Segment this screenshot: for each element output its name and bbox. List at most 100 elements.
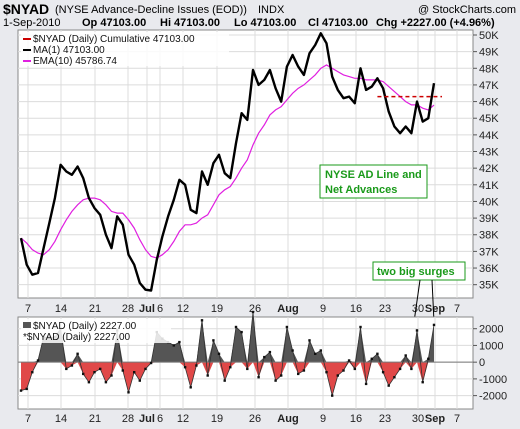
- net-advances-point: [274, 379, 277, 382]
- upper-x-tick-label: 14: [55, 303, 67, 315]
- net-advances-point: [376, 352, 379, 355]
- net-advances-negative-area: [21, 362, 434, 396]
- lower-x-tick-label: 21: [89, 413, 101, 425]
- upper-y-tick-label: 37K: [479, 246, 499, 258]
- upper-x-tick-label: Sep: [425, 303, 445, 315]
- net-advances-point: [127, 391, 130, 394]
- lower-x-tick-label: 7: [25, 413, 31, 425]
- net-advances-point: [138, 379, 141, 382]
- net-advances-point: [133, 371, 136, 374]
- annotation-arrow-1: [413, 279, 421, 323]
- header-high: Hi 47103.00: [160, 17, 220, 29]
- net-advances-point: [93, 371, 96, 374]
- net-advances-point: [387, 384, 390, 387]
- lower-y-tick-label: -1000: [479, 374, 507, 386]
- ad-line-series: [19, 32, 436, 292]
- upper-x-tick-label: 23: [379, 303, 391, 315]
- net-advances-point: [149, 361, 153, 365]
- net-advances-point: [421, 381, 424, 384]
- net-advances-point: [336, 374, 339, 377]
- lower-x-tick-label: Jul: [139, 413, 155, 425]
- upper-y-tick-label: 48K: [479, 63, 499, 75]
- net-advances-point: [319, 349, 322, 352]
- net-advances-point: [212, 339, 215, 342]
- upper-x-tick-label: 26: [249, 303, 261, 315]
- upper-x-tick-label: 19: [211, 303, 223, 315]
- lower-y-tick-label: -2000: [479, 391, 507, 403]
- lower-x-tick-label: 6: [157, 413, 163, 425]
- lower-series: [18, 310, 473, 398]
- lower-y-tick-label: 1000: [479, 340, 503, 352]
- annotation-ad-line-2: Net Advances: [325, 184, 397, 196]
- upper-y-tick-label: 44K: [479, 130, 499, 142]
- upper-y-tick-label: 49K: [479, 47, 499, 59]
- header-open: Op 47103.00: [82, 17, 146, 29]
- lower-x-tick-label: 14: [55, 413, 67, 425]
- upper-y-tick-label: 38K: [479, 230, 499, 242]
- annotation-surges: two big surges: [377, 266, 455, 278]
- header-date: 1-Sep-2010: [3, 17, 61, 29]
- legend-lower-2: *$NYAD (Daily) 2227.00: [23, 332, 131, 343]
- net-advances-point: [121, 369, 124, 372]
- upper-y-tick-label: 35K: [479, 280, 499, 292]
- legend-lower-swatch: [23, 322, 31, 328]
- upper-y-tick-label: 41K: [479, 180, 499, 192]
- net-advances-line: [20, 311, 435, 398]
- net-advances-point: [195, 364, 198, 367]
- lower-x-tick-label: 28: [122, 413, 134, 425]
- header-close: Cl 47103.00: [308, 17, 368, 29]
- upper-y-tick-label: 47K: [479, 80, 499, 92]
- upper-y-tick-label: 40K: [479, 196, 499, 208]
- net-advances-point: [240, 330, 243, 334]
- net-advances-point: [144, 367, 147, 371]
- lower-x-tick-label: Aug: [277, 413, 298, 425]
- net-advances-point: [297, 372, 300, 376]
- net-advances-point: [87, 381, 91, 384]
- upper-x-tick-label: 6: [157, 303, 163, 315]
- net-advances-point: [364, 382, 368, 386]
- lower-x-tick-label: 26: [249, 413, 261, 425]
- copyright-text: @ StockCharts.com: [418, 4, 516, 16]
- net-advances-point: [291, 349, 294, 352]
- upper-x-tick-label: 7: [25, 303, 31, 315]
- legend-lower-1: $NYAD (Daily) 2227.00: [33, 321, 137, 332]
- net-advances-positive-area: [21, 312, 434, 363]
- upper-legend-box: [21, 32, 229, 66]
- net-advances-point: [229, 366, 232, 369]
- net-advances-point: [415, 329, 419, 332]
- upper-y-axis: 35K 36K 37K 38K 39K 40K 41K 42K 43K 44K 45K 46K 47K 4…: [473, 30, 499, 292]
- net-advances-point: [19, 389, 23, 392]
- upper-y-tick-label: 39K: [479, 213, 499, 225]
- upper-x-tick-label: Aug: [277, 303, 298, 315]
- net-advances-point: [65, 367, 68, 371]
- net-advances-point: [172, 344, 175, 347]
- legend-ema: EMA(10) 45786.74: [33, 56, 117, 67]
- net-advances-point: [70, 364, 74, 367]
- net-advances-point: [183, 366, 187, 369]
- lower-x-tick-label: 12: [177, 413, 189, 425]
- upper-x-tick-label: 30: [412, 303, 424, 315]
- net-advances-point: [331, 394, 334, 397]
- annotation-box-ad-line: [319, 164, 428, 199]
- net-advances-point: [353, 367, 356, 371]
- legend-main: $NYAD (Daily) Cumulative 47103.00: [33, 34, 195, 45]
- lower-x-tick-label: 23: [379, 413, 391, 425]
- net-advances-point: [302, 369, 306, 372]
- lower-y-tick-label: 2000: [479, 324, 503, 336]
- lower-x-tick-label: 19: [211, 413, 223, 425]
- net-advances-point: [223, 379, 226, 382]
- chart-exchange: INDX: [258, 4, 285, 16]
- net-advances-point: [251, 310, 255, 314]
- upper-y-tick-label: 36K: [479, 263, 499, 275]
- net-advances-point: [268, 350, 272, 354]
- upper-x-tick-label: 9: [320, 303, 326, 315]
- net-advances-point: [432, 323, 436, 327]
- net-advances-point: [200, 319, 204, 322]
- net-advances-point: [217, 352, 221, 355]
- lower-x-tick-label: 9: [320, 413, 326, 425]
- lower-legend-box: [21, 319, 171, 343]
- lower-x-tick-label: 30: [412, 413, 424, 425]
- net-advances-point: [99, 367, 102, 371]
